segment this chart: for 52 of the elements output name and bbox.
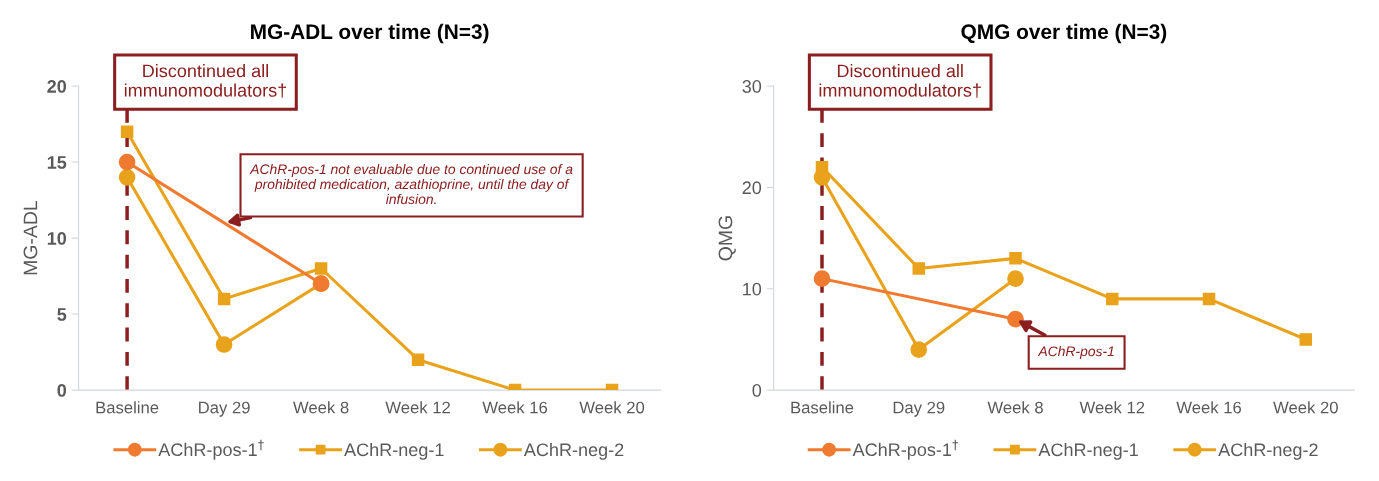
y-tick-label: 0 bbox=[57, 384, 67, 397]
y-tick-label: 30 bbox=[742, 80, 762, 93]
annotation: Discontinued all immunomodulators† bbox=[819, 64, 981, 98]
legend-label: AChR-pos-1$^{†}$ bbox=[852, 439, 959, 460]
x-tick-label: Week 16 bbox=[1176, 401, 1242, 414]
x-tick-label: Week 20 bbox=[579, 401, 645, 414]
point bbox=[1202, 292, 1216, 306]
point bbox=[118, 168, 136, 186]
annotation: AChR-pos-1 bbox=[1037, 346, 1114, 359]
point bbox=[815, 160, 829, 174]
legend-label: AChR-neg-2 bbox=[523, 442, 624, 460]
x-tick-label: Week 12 bbox=[385, 401, 450, 414]
annotation: AChR-pos-1 not evaluable due to continued use of a prohibited medication, azathioprine, until the day of infusion. bbox=[249, 163, 573, 205]
x-tick-label: Baseline bbox=[791, 401, 854, 414]
legend-label: AChR-neg-1 bbox=[1038, 442, 1138, 460]
point bbox=[215, 336, 233, 353]
point bbox=[314, 262, 328, 275]
point bbox=[217, 292, 231, 306]
point bbox=[1106, 292, 1119, 306]
point bbox=[1299, 333, 1313, 346]
x-tick-label: Week 12 bbox=[1079, 401, 1145, 414]
y-tick-label: 15 bbox=[47, 156, 67, 169]
y-tick-label: 5 bbox=[57, 308, 67, 321]
legend-label: AChR-neg-2 bbox=[1218, 442, 1318, 460]
annotation: Discontinued all immunomodulators† bbox=[124, 64, 287, 98]
x-tick-label: Day 29 bbox=[199, 401, 250, 417]
x-tick-label: Week 8 bbox=[987, 401, 1043, 414]
x-tick-label: Week 8 bbox=[293, 401, 349, 414]
x-tick-label: Day 29 bbox=[893, 401, 945, 417]
point bbox=[910, 341, 928, 358]
x-tick-label: Week 16 bbox=[482, 401, 548, 414]
y-tick-label: 10 bbox=[47, 232, 67, 245]
point bbox=[1009, 252, 1022, 265]
y-axis-title: QMG bbox=[718, 216, 736, 261]
y-axis-title: MG-ADL bbox=[23, 200, 38, 275]
point bbox=[912, 262, 926, 275]
point bbox=[1007, 270, 1024, 287]
point bbox=[1007, 310, 1024, 328]
point bbox=[813, 270, 831, 287]
y-tick-label: 20 bbox=[47, 80, 67, 93]
point bbox=[118, 153, 136, 171]
y-tick-label: 20 bbox=[742, 181, 762, 195]
legend-label: AChR-pos-1$^{†}$ bbox=[158, 439, 264, 460]
chart-title: QMG over time (N=3) bbox=[961, 23, 1167, 44]
y-tick-label: 10 bbox=[743, 282, 762, 296]
x-tick-label: Week 20 bbox=[1273, 401, 1338, 414]
y-tick-label: 0 bbox=[752, 384, 762, 397]
point bbox=[120, 125, 134, 138]
legend-label: AChR-neg-1 bbox=[344, 442, 444, 460]
x-tick-label: Baseline bbox=[96, 401, 159, 414]
point bbox=[411, 353, 425, 366]
chart-title: MG-ADL over time (N=3) bbox=[251, 23, 489, 44]
